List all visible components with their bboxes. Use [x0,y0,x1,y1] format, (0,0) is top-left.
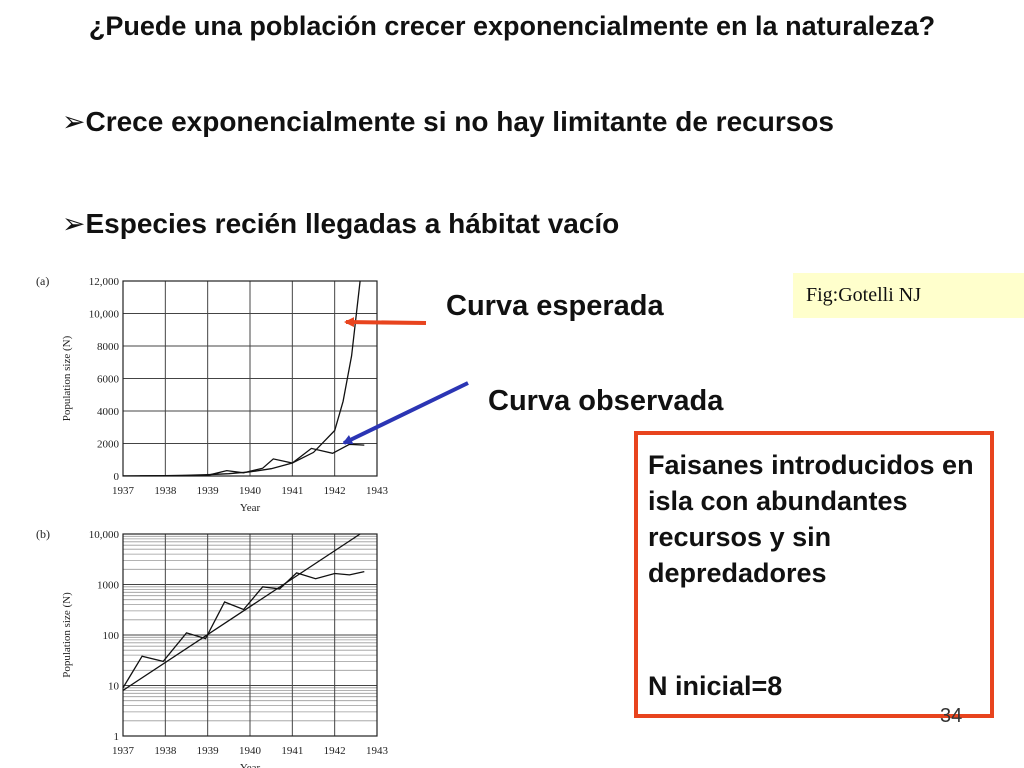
bullet-text: Especies recién llegadas a hábitat vacío [85,208,620,239]
y-tick-label: 10 [108,681,120,693]
y-axis-label: Population size (N) [61,592,73,678]
x-tick-label: 1939 [197,485,220,497]
expected-series-line [122,533,361,691]
x-tick-label: 1937 [112,745,135,757]
y-tick-label: 1000 [97,580,120,592]
bullet-text: Crece exponencialmente si no hay limitan… [85,106,834,137]
x-tick-label: 1943 [366,485,389,497]
x-tick-label: 1943 [366,745,389,757]
x-tick-label: 1940 [239,485,262,497]
arrow-bullet-icon: ➢ [62,106,86,137]
y-tick-label: 100 [103,630,120,642]
x-axis-label: Year [240,762,261,768]
page-title: ¿Puede una población crecer exponencialm… [88,11,936,41]
observed-series-line [139,443,365,477]
panel-label: (a) [36,274,49,288]
y-tick-label: 8000 [97,341,120,353]
figure-credit-text: Fig:Gotelli NJ [806,284,922,306]
x-tick-label: 1941 [281,745,303,757]
y-tick-label: 10,000 [89,529,120,541]
y-tick-label: 1 [114,731,120,743]
x-tick-label: 1942 [324,485,346,497]
figure-credit: Fig:Gotelli NJ [793,273,1024,318]
observed-series-line [122,570,365,689]
y-axis-label: Population size (N) [61,335,73,421]
x-axis-label: Year [240,502,261,514]
y-tick-label: 4000 [97,406,120,418]
x-tick-label: 1940 [239,745,262,757]
observed-arrow-icon [342,381,469,445]
y-tick-label: 2000 [97,439,120,451]
page-number: 34 [940,705,963,727]
x-tick-label: 1938 [154,485,177,497]
panel-label: (b) [36,527,50,541]
x-tick-label: 1937 [112,485,135,497]
bullet-item: ➢Crece exponencialmente si no hay limita… [62,103,882,141]
y-tick-label: 12,000 [89,276,120,288]
y-tick-label: 10,000 [89,309,120,321]
plot-frame [122,533,378,737]
x-tick-label: 1938 [154,745,177,757]
x-tick-label: 1939 [197,745,220,757]
arrow-bullet-icon: ➢ [62,208,86,239]
initial-population: N inicial=8 [648,671,783,701]
info-box-description: Faisanes introducidos en isla con abunda… [648,450,974,588]
y-tick-label: 6000 [97,374,120,386]
chart-a: 0 2000 4000 6000 8000 10,000 12,000 1937 1938 193… [36,274,389,514]
plot-frame [122,280,378,477]
chart-b: 1 10 100 1000 10,000 1937 1938 1939 1940 1941 1942… [36,527,389,768]
expected-curve-label: Curva esperada [446,290,664,322]
y-tick-label: 0 [114,471,120,483]
observed-curve-label: Curva observada [488,385,724,417]
bullet-item: ➢Especies recién llegadas a hábitat vací… [62,205,619,243]
x-tick-label: 1942 [324,745,346,757]
x-tick-label: 1941 [281,485,303,497]
expected-arrow-icon [344,317,427,328]
info-box: Faisanes introducidos en isla con abunda… [634,431,994,718]
